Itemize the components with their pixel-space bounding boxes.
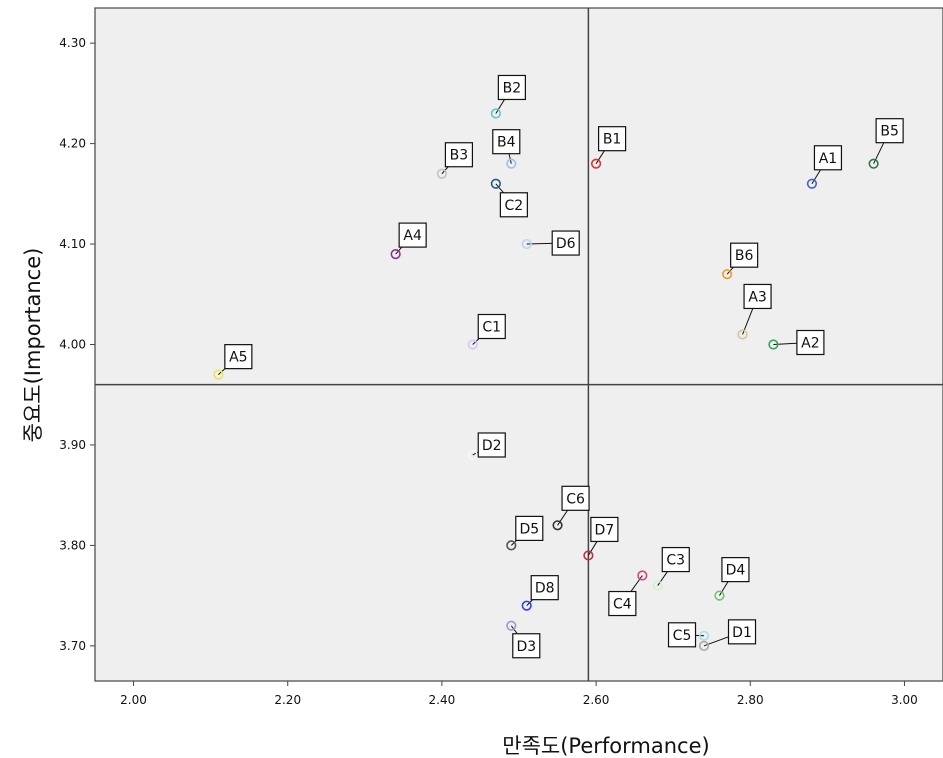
label-box-b1: [597, 126, 627, 152]
x-tick-label: 2.60: [583, 693, 610, 707]
axis-ticks: 2.00 2.20 2.40 2.60 2.80 3.00 3.70 3.80 3.90 4.00…: [59, 36, 918, 707]
point-label-d1: D1: [732, 625, 752, 641]
y-tick-label: 4.00: [59, 338, 86, 352]
point-label-c1: C1: [482, 320, 501, 336]
point-c3: [652, 580, 663, 591]
point-label-b4: B4: [497, 135, 516, 151]
label-box-d5: [515, 515, 544, 541]
point-label-a2: A2: [801, 336, 819, 352]
point-label-a1: A1: [819, 151, 837, 167]
point-a1: [806, 178, 818, 189]
label-box-b5: [875, 118, 904, 144]
point-label-c5: C5: [673, 628, 692, 644]
label-box-b4: [492, 129, 521, 155]
point-c6: [552, 520, 563, 531]
point-c4: [637, 570, 648, 581]
point-label-a4: A4: [403, 228, 422, 244]
point-a4: [390, 248, 401, 260]
y-tick-label: 3.70: [59, 639, 86, 653]
point-a5: [213, 369, 224, 380]
label-box-c4: [608, 590, 637, 617]
point-label-b6: B6: [735, 248, 754, 264]
point-d8: [521, 600, 532, 611]
point-label-d8: D8: [535, 581, 555, 597]
y-tick-label: 4.10: [59, 237, 86, 251]
label-box-b6: [730, 242, 759, 268]
point-d1: [698, 640, 710, 651]
label-box-c3: [661, 546, 690, 573]
reference-lines: [95, 8, 943, 681]
point-label-b3: B3: [450, 148, 469, 164]
y-tick-label: 4.20: [59, 137, 86, 151]
point-label-b2: B2: [503, 80, 522, 96]
x-tick-label: 2.40: [429, 693, 456, 707]
label-box-a2: [796, 329, 825, 356]
data-points: [213, 108, 879, 651]
point-a2: [768, 339, 779, 350]
point-d2: [467, 449, 478, 461]
point-label-a5: A5: [229, 350, 247, 366]
point-d5: [506, 540, 517, 551]
x-tick-label: 2.20: [274, 693, 301, 707]
point-c1: [467, 339, 478, 350]
x-tick-label: 3.00: [891, 693, 918, 707]
label-box-d2: [477, 432, 506, 458]
label-box-c6: [561, 485, 590, 511]
point-b2: [490, 108, 501, 119]
point-label-d2: D2: [482, 438, 502, 454]
y-axis-title: 중요도(Importance): [21, 248, 45, 443]
point-a3: [737, 329, 748, 340]
point-b5: [868, 158, 879, 169]
x-axis-title: 만족도(Performance): [502, 734, 709, 758]
point-d4: [714, 590, 725, 601]
point-c5: [698, 630, 710, 641]
y-tick-label: 3.90: [59, 438, 86, 452]
point-label-b5: B5: [880, 124, 899, 140]
point-label-d3: D3: [516, 639, 536, 655]
point-label-d4: D4: [726, 563, 746, 579]
point-label-d7: D7: [595, 522, 615, 538]
y-tick-label: 4.30: [59, 36, 86, 50]
point-label-d5: D5: [519, 521, 539, 537]
point-label-c4: C4: [613, 597, 632, 613]
point-b3: [436, 168, 448, 179]
data-labels: A1 A2 A3 A4 A5 B1 B2 B3 B4 B5 B6 C1 C2 C3 C4 C5 C6 D1 D2 D3…: [224, 74, 904, 659]
point-b4: [506, 158, 517, 169]
label-box-d6: [551, 230, 580, 256]
y-tick-label: 3.80: [59, 538, 86, 552]
label-box-c5: [667, 622, 697, 648]
point-label-b1: B1: [603, 132, 622, 148]
point-d3: [506, 620, 517, 631]
label-box-a5: [224, 344, 253, 370]
label-box-a1: [813, 145, 843, 171]
point-d6: [521, 238, 532, 250]
label-box-d3: [512, 633, 541, 659]
label-box-a3: [743, 283, 772, 310]
label-box-c2: [499, 192, 528, 218]
point-label-d6: D6: [556, 236, 576, 252]
x-tick-label: 2.80: [737, 693, 764, 707]
point-label-c6: C6: [566, 491, 585, 507]
label-box-d4: [721, 557, 750, 583]
point-b6: [722, 269, 733, 280]
label-box-d8: [530, 575, 559, 601]
point-c2: [490, 178, 501, 189]
x-tick-label: 2.00: [120, 693, 147, 707]
label-box-d7: [590, 516, 619, 543]
point-label-a3: A3: [748, 289, 766, 305]
label-box-a4: [398, 222, 427, 248]
label-box-d1: [727, 619, 757, 645]
point-label-c2: C2: [505, 198, 524, 214]
point-d7: [583, 550, 594, 561]
point-label-c3: C3: [666, 553, 685, 569]
label-box-b3: [444, 142, 474, 168]
point-b1: [590, 158, 602, 169]
label-box-c1: [477, 313, 506, 340]
label-box-b2: [497, 74, 526, 101]
